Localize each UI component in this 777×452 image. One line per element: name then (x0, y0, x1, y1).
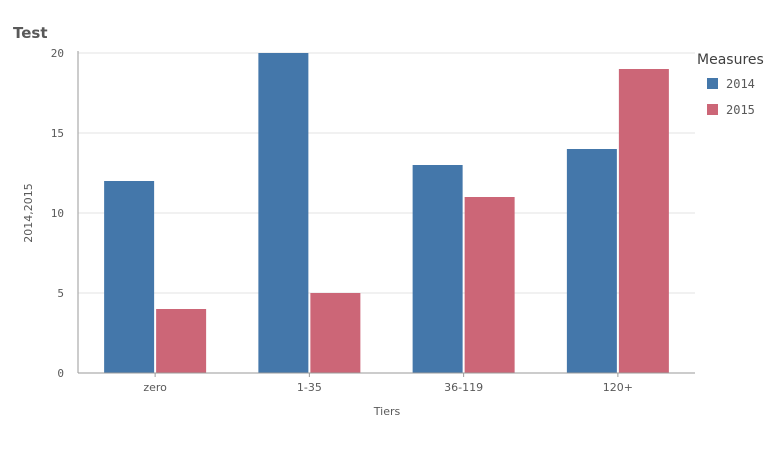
bar-2014-120+[interactable] (566, 149, 617, 373)
y-tick-label: 10 (51, 207, 64, 220)
x-tick-label: 36-119 (444, 381, 483, 394)
bar-2015-zero[interactable] (156, 309, 207, 373)
y-tick-label: 20 (51, 47, 64, 60)
axes (77, 51, 695, 377)
legend-label-2014: 2014 (726, 77, 755, 91)
y-axis-title: 2014,2015 (22, 183, 35, 243)
x-axis-title: Tiers (373, 405, 401, 418)
legend-swatch-2014 (707, 78, 718, 89)
bars (104, 53, 669, 373)
y-tick-label: 15 (51, 127, 64, 140)
bar-2015-1-35[interactable] (310, 293, 361, 373)
bar-2014-36-119[interactable] (412, 165, 463, 373)
bar-2015-36-119[interactable] (464, 197, 515, 373)
chart-title: Test (13, 24, 48, 42)
legend-label-2015: 2015 (726, 103, 755, 117)
legend: 2014 2015 (707, 77, 755, 117)
legend-swatch-2015 (707, 104, 718, 115)
x-tick-label: zero (143, 381, 167, 394)
bar-2014-zero[interactable] (104, 181, 155, 373)
y-tick-label: 5 (57, 287, 64, 300)
x-tick-label: 1-35 (297, 381, 322, 394)
bar-2015-120+[interactable] (618, 69, 669, 373)
y-tick-labels: 0 5 10 15 20 (51, 47, 64, 380)
x-tick-labels: zero 1-35 36-119 120+ (143, 381, 633, 394)
x-tick-label: 120+ (603, 381, 633, 394)
legend-title: Measures (697, 52, 764, 68)
bar-2014-1-35[interactable] (258, 53, 309, 373)
y-tick-label: 0 (57, 367, 64, 380)
